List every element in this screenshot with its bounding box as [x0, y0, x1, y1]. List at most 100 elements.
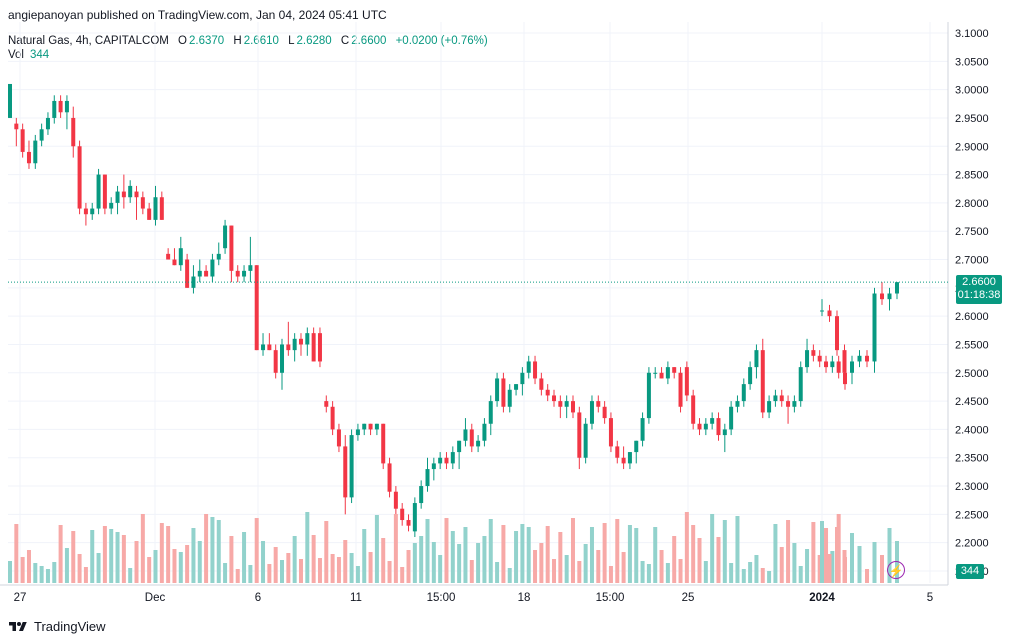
x-tick-label: 27 — [14, 592, 27, 604]
volume-bar — [608, 566, 613, 583]
volume-bar — [842, 550, 847, 583]
volume-bar — [857, 546, 862, 583]
candle-body — [14, 123, 19, 130]
volume-bar — [311, 535, 316, 583]
volume-bar — [336, 557, 341, 583]
volume-bar — [539, 543, 544, 583]
candle-body — [520, 372, 525, 385]
candle-body — [779, 395, 784, 402]
volume-bar — [627, 525, 632, 583]
volume-bar — [811, 522, 816, 583]
volume-bar — [533, 550, 538, 583]
candle-body — [71, 117, 76, 147]
volume-bar — [514, 531, 519, 583]
volume-bar — [621, 552, 626, 583]
candle-body — [476, 440, 481, 447]
volume-bar — [109, 529, 114, 583]
x-tick-label: 18 — [518, 592, 531, 604]
volume-bar — [640, 561, 645, 583]
volume-bar — [204, 514, 209, 583]
volume-bar — [495, 562, 500, 583]
candle-body — [482, 423, 487, 441]
volume-bar — [678, 559, 683, 583]
candle-body — [539, 378, 544, 390]
candle-body — [324, 401, 329, 407]
volume-bar — [197, 541, 202, 583]
volume-bar — [438, 555, 443, 583]
volume-bar — [646, 564, 651, 583]
volume-bar — [172, 549, 177, 583]
y-tick-label: 2.9000 — [955, 141, 989, 153]
volume-bar — [716, 537, 721, 583]
volume-bar — [210, 517, 215, 583]
lightning-icon[interactable]: ⚡ — [887, 561, 905, 579]
volume-bar — [729, 563, 734, 583]
volume-bar — [691, 525, 696, 583]
candle-body — [602, 406, 607, 419]
candle-body — [90, 208, 95, 215]
volume-bar — [583, 544, 588, 583]
volume-bar — [393, 514, 398, 583]
volume-bar — [292, 536, 297, 583]
volume-bar — [710, 514, 715, 583]
volume-bar — [672, 536, 677, 583]
candle-body — [223, 225, 228, 249]
candle-body — [128, 185, 133, 198]
volume-bar — [786, 520, 791, 583]
volume-bar — [760, 568, 765, 583]
volume-bar — [653, 527, 658, 583]
volume-bar — [450, 531, 455, 583]
volume-bar — [324, 521, 329, 583]
candle-body — [172, 259, 177, 266]
y-tick-label: 2.6000 — [955, 311, 989, 323]
volume-bar — [596, 550, 601, 583]
candle-body — [514, 384, 519, 390]
candle-body — [533, 361, 538, 379]
candle-body — [305, 333, 310, 345]
volume-bar — [254, 518, 259, 583]
open-value: 2.6370 — [189, 35, 225, 47]
volume-bar — [134, 541, 139, 583]
volume-bar — [153, 550, 158, 583]
symbol-legend: Natural Gas, 4h, CAPITALCOM O 2.6370 H 2.6… — [8, 33, 488, 49]
volume-bar — [703, 561, 708, 583]
candle-body — [178, 248, 183, 266]
volume-bar — [735, 516, 740, 583]
last-price-tag: 2.6600 01:18:38 — [956, 275, 1002, 304]
y-tick-label: 2.4500 — [955, 396, 989, 408]
candle-body — [159, 197, 164, 220]
volume-bar — [589, 527, 594, 583]
y-tick-label: 2.2000 — [955, 538, 989, 550]
candle-body — [627, 452, 632, 464]
y-tick-label: 3.0000 — [955, 85, 989, 97]
x-tick-label: 15:00 — [427, 592, 456, 604]
y-tick-label: 2.8000 — [955, 198, 989, 210]
volume-bar — [229, 536, 234, 583]
candle-body — [121, 191, 126, 198]
y-tick-label: 3.1000 — [955, 28, 989, 40]
volume-bar — [381, 538, 386, 583]
volume-bar — [805, 549, 810, 583]
candle-body — [835, 316, 839, 351]
x-tick-label: 6 — [255, 592, 261, 604]
low-value: 2.6280 — [296, 35, 332, 47]
y-tick-label: 2.7000 — [955, 255, 989, 267]
candle-body — [463, 429, 468, 441]
candle-body — [767, 401, 772, 413]
candle-body — [343, 446, 348, 498]
volume-bar — [865, 569, 869, 583]
volume-bar — [128, 568, 133, 583]
candle-body — [827, 310, 832, 317]
candle-body — [865, 355, 869, 362]
candle-body — [760, 350, 765, 413]
volume-bar — [77, 554, 82, 583]
candle-body — [96, 174, 101, 209]
volume-bar — [178, 552, 183, 583]
volume-bar — [602, 523, 607, 583]
candle-body — [229, 225, 234, 271]
candle-body — [204, 270, 209, 277]
volume-bar — [463, 527, 468, 583]
x-tick-label: 2024 — [809, 592, 835, 604]
volume-bar — [185, 545, 190, 583]
